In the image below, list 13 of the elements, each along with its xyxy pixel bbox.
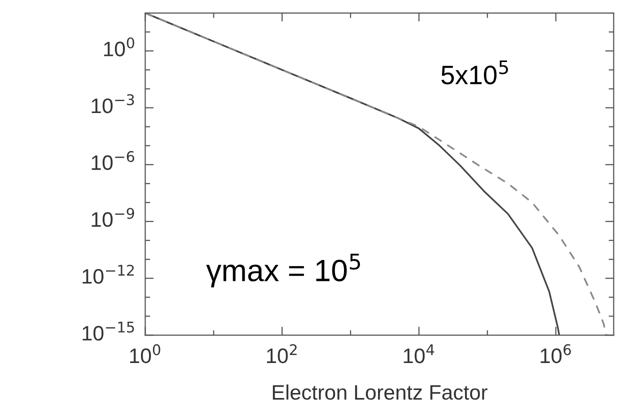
y-tick-label: 10$^{−9}$ (92, 208, 134, 227)
x-tick-label: 10$^{6}$ (540, 344, 571, 364)
annotation: 5x10$^{5}$ (441, 60, 508, 84)
y-tick-label: 10$^{−3}$ (92, 94, 134, 114)
y-tick-label: 10$^{−15}$ (82, 322, 134, 341)
y-tick-label: 10$^{−12}$ (82, 264, 134, 284)
annotation: γmax = 10$^{5}$ (206, 254, 360, 288)
x-tick-label: 10$^{0}$ (130, 344, 160, 364)
y-tick-label: 10$^{−6}$ (92, 151, 134, 170)
x-axis-title: Electron Lorentz Factor (272, 384, 488, 400)
x-tick-label: 10$^{2}$ (267, 344, 297, 364)
x-tick-label: 10$^{4}$ (404, 344, 434, 364)
y-tick-label: 10$^{0}$ (104, 37, 134, 56)
